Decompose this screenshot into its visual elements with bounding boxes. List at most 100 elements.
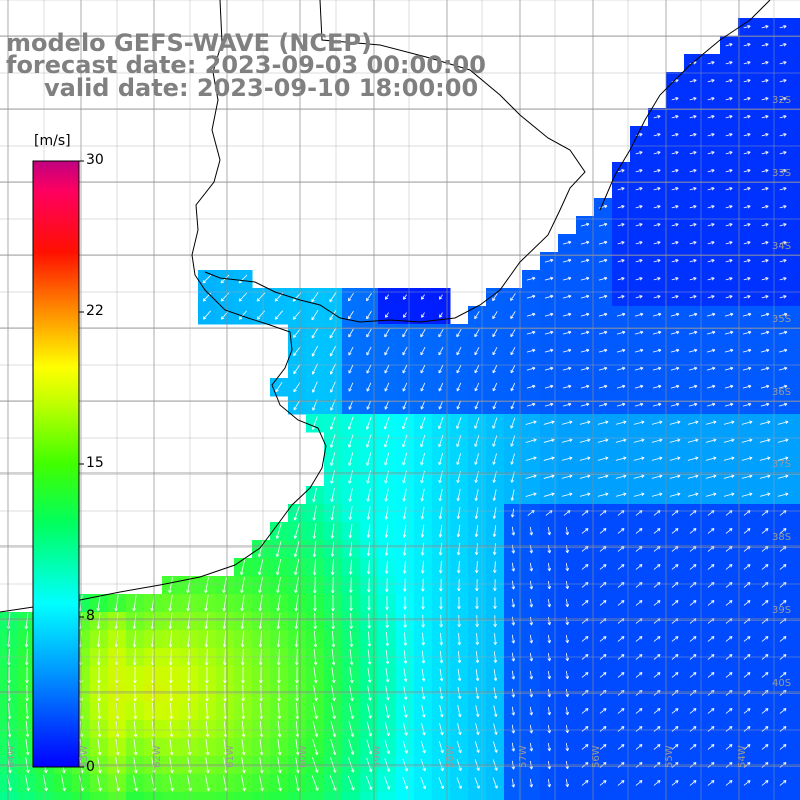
wind-speed-cell <box>792 738 800 757</box>
latitude-label: 38S <box>772 532 791 543</box>
wind-arrow <box>311 327 319 339</box>
wind-arrow <box>421 704 426 718</box>
wind-arrow <box>670 384 680 389</box>
wind-arrow <box>525 420 537 425</box>
wind-arrow <box>707 151 715 155</box>
wind-arrow <box>760 366 770 371</box>
wind-arrow <box>671 115 679 119</box>
wind-arrow <box>384 328 390 338</box>
wind-arrow <box>616 348 626 353</box>
wind-arrow <box>547 688 552 698</box>
wind-arrow <box>132 595 137 612</box>
wind-arrow <box>547 580 552 590</box>
wind-arrow <box>635 169 643 173</box>
wind-arrow <box>670 312 680 317</box>
wind-arrow <box>670 366 680 371</box>
wind-arrow <box>617 187 625 191</box>
wind-speed-cell <box>792 576 800 595</box>
wind-arrow <box>457 687 462 700</box>
wind-arrow <box>565 707 569 716</box>
wind-arrow <box>653 187 661 191</box>
wind-arrow <box>169 702 174 720</box>
wind-arrow <box>384 506 389 520</box>
wind-arrow <box>348 470 353 484</box>
wind-arrow <box>725 97 733 101</box>
wind-arrow <box>742 384 752 389</box>
wind-speed-cell <box>720 792 739 800</box>
wind-arrow <box>276 630 281 648</box>
wind-arrow <box>759 456 771 461</box>
wind-arrow <box>385 614 389 629</box>
wind-arrow <box>313 594 317 612</box>
wind-arrow <box>653 277 661 281</box>
wind-arrow <box>705 492 717 497</box>
wind-arrow <box>438 506 443 520</box>
wind-arrow <box>653 636 661 642</box>
wind-arrow <box>779 205 787 209</box>
wind-arrow <box>313 685 318 702</box>
wind-arrow <box>256 310 266 320</box>
wind-arrow <box>438 560 443 574</box>
longitude-label: 58W <box>445 745 456 768</box>
wind-arrow <box>581 564 589 570</box>
wind-arrow <box>403 578 407 592</box>
wind-arrow <box>220 292 230 302</box>
wind-arrow <box>634 402 644 407</box>
wind-arrow <box>777 456 789 461</box>
wind-arrow <box>367 685 372 701</box>
wind-arrow <box>366 292 372 302</box>
wind-speed-cell <box>792 162 800 181</box>
wind-arrow <box>526 384 536 389</box>
wind-arrow <box>349 613 354 629</box>
wind-arrow <box>761 295 769 299</box>
wind-arrow <box>543 438 555 443</box>
wind-arrow <box>347 416 354 430</box>
wind-arrow <box>616 384 626 389</box>
wind-arrow <box>651 456 663 461</box>
wind-arrow <box>599 672 607 678</box>
longitude-label: 59W <box>372 745 383 768</box>
colorbar-tick-label: 8 <box>86 608 95 624</box>
wind-speed-cell <box>342 792 361 800</box>
wind-arrow <box>761 259 769 263</box>
wind-arrow <box>204 577 209 594</box>
wind-arrow <box>313 612 318 630</box>
wind-arrow <box>312 558 317 576</box>
wind-speed-cell <box>324 792 343 800</box>
wind-arrow <box>707 259 715 263</box>
wind-speed-cell <box>504 792 523 800</box>
wind-arrow <box>653 295 661 299</box>
wind-arrow <box>547 598 552 608</box>
wind-arrow <box>348 364 354 374</box>
wind-speed-cell <box>792 666 800 685</box>
wind-speed-cell <box>792 720 800 739</box>
wind-arrow <box>241 702 246 720</box>
wind-arrow <box>671 151 679 155</box>
wind-arrow <box>456 417 462 429</box>
wind-arrow <box>277 702 282 720</box>
wind-speed-cell <box>792 288 800 307</box>
wind-arrow <box>689 151 697 155</box>
wind-arrow <box>330 559 335 575</box>
wind-speed-cell <box>792 234 800 253</box>
wind-arrow <box>543 474 555 479</box>
wind-arrow <box>598 366 608 371</box>
wind-speed-cell <box>792 450 800 469</box>
wind-arrow <box>725 79 733 83</box>
wind-arrow <box>633 420 645 425</box>
wind-arrow <box>385 631 390 647</box>
wind-arrow <box>457 705 462 718</box>
wind-arrow <box>725 672 733 678</box>
wind-arrow <box>348 310 354 320</box>
wind-speed-cell <box>576 792 595 800</box>
wind-arrow <box>402 400 408 410</box>
wind-arrow <box>653 528 661 534</box>
wind-arrow <box>276 613 281 630</box>
wind-arrow <box>615 420 627 425</box>
wind-arrow <box>743 151 751 155</box>
wind-arrow <box>202 274 212 284</box>
wind-arrow <box>669 474 681 479</box>
wind-arrow <box>761 151 769 155</box>
wind-arrow <box>653 600 661 606</box>
wind-speed-cell <box>792 324 800 343</box>
